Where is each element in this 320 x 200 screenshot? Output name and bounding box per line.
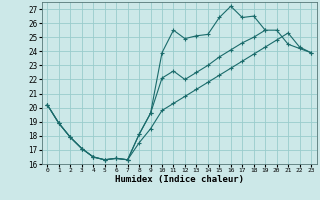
X-axis label: Humidex (Indice chaleur): Humidex (Indice chaleur) [115,175,244,184]
